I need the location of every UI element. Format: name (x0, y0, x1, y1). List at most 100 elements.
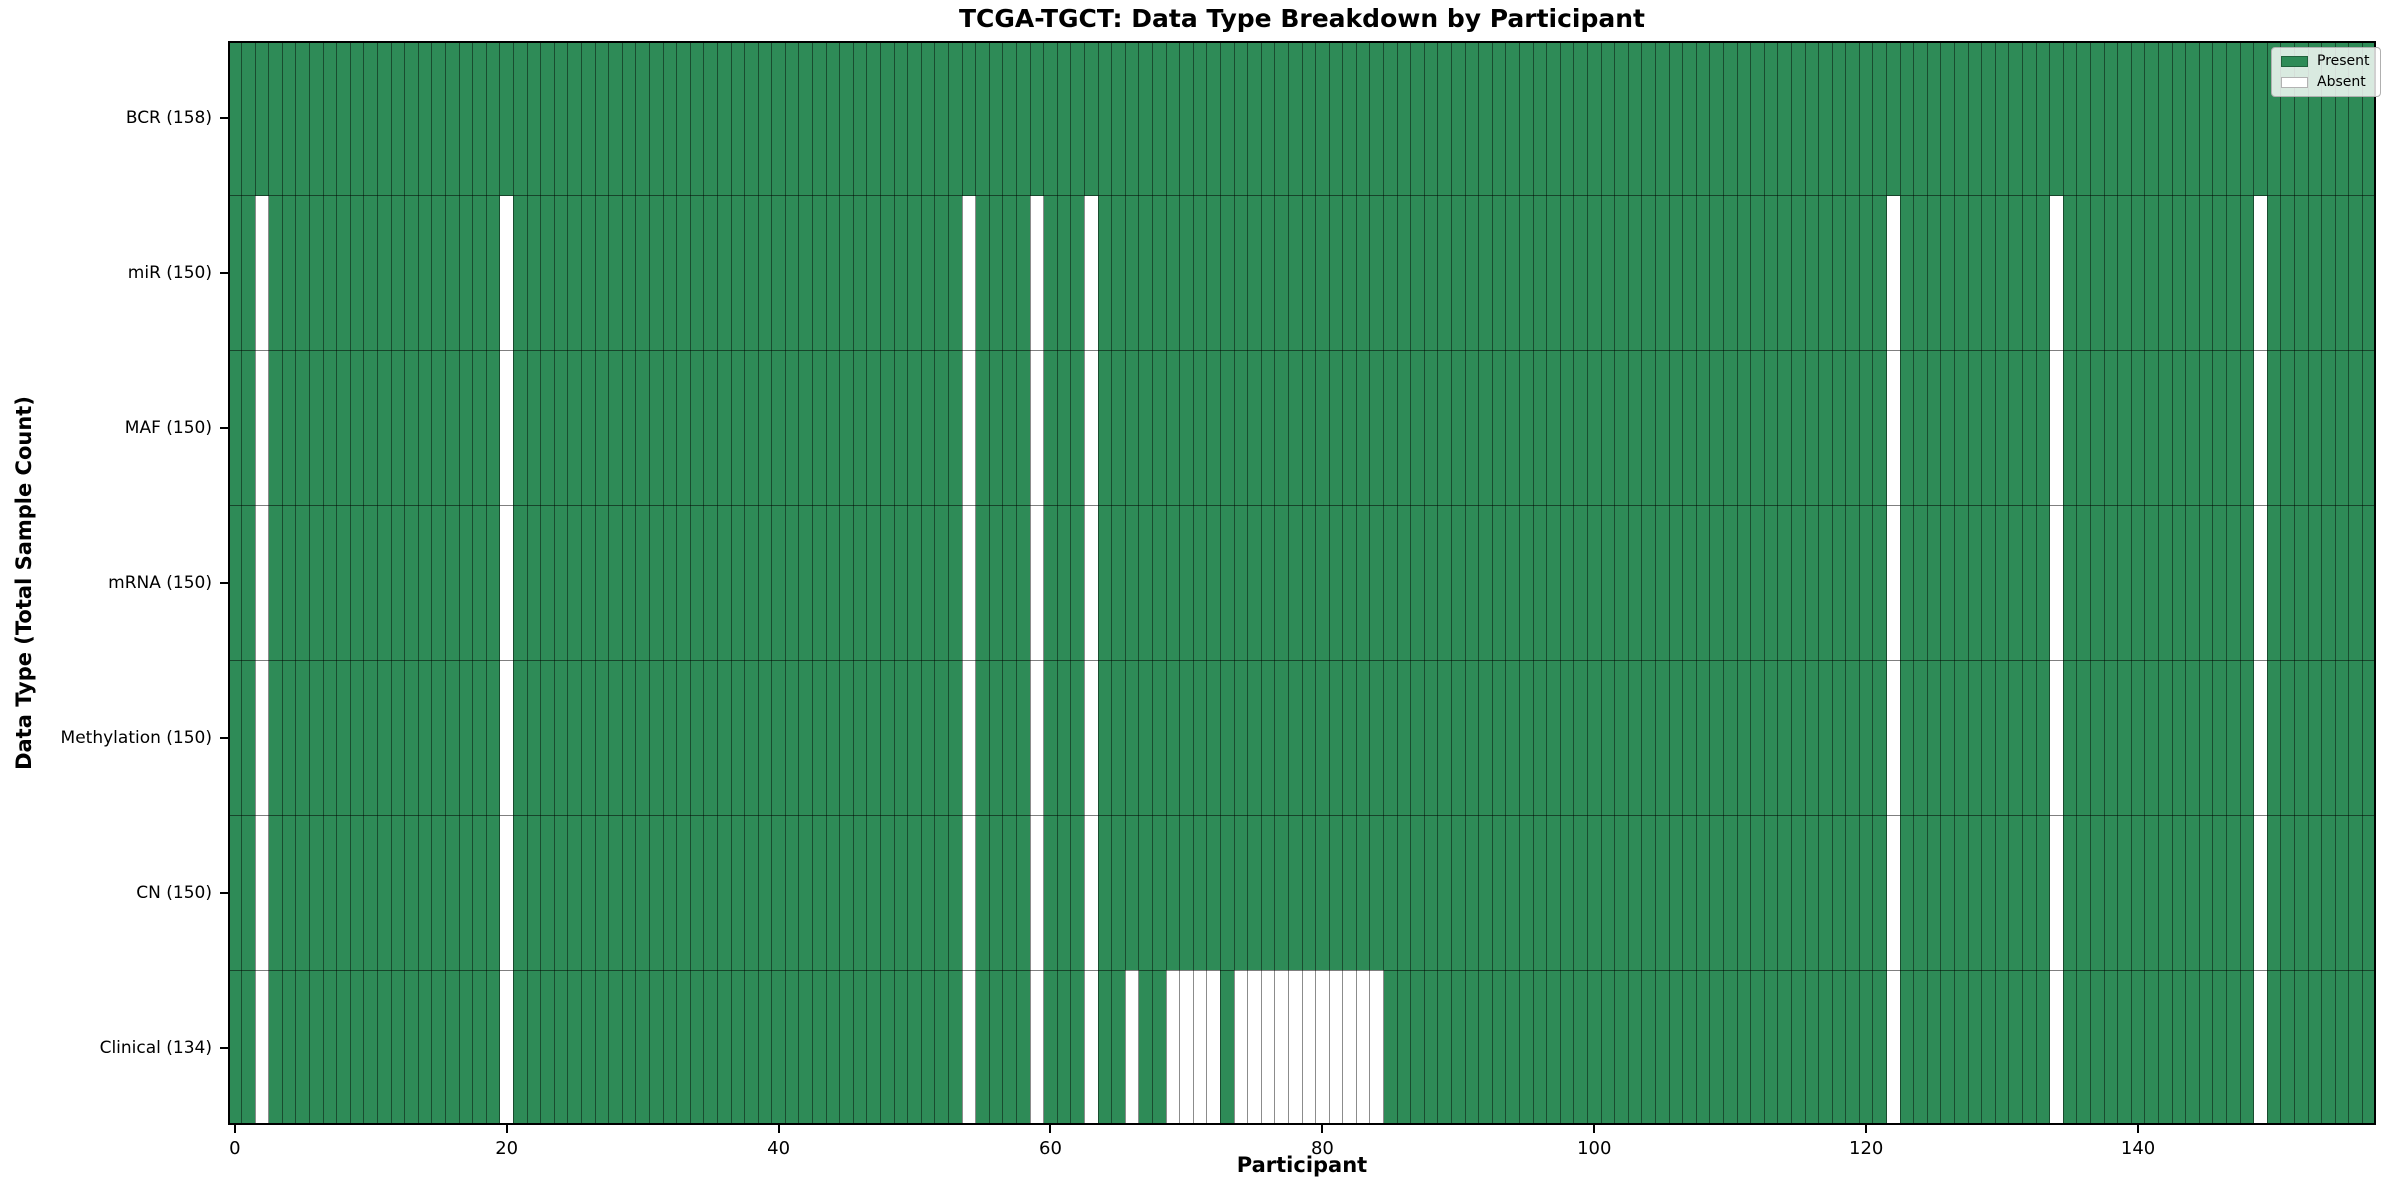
cell-edge-line (1043, 41, 1045, 1125)
x-tick-label: 60 (1039, 1138, 1062, 1159)
plot-area (228, 41, 2376, 1125)
absent-cell (1302, 970, 1316, 1125)
row-divider-line (228, 505, 2376, 507)
y-tick-mark (220, 427, 228, 430)
cell-edge-line (1233, 41, 1235, 1125)
absent-cell (1261, 970, 1275, 1125)
cell-edge-line (1573, 41, 1575, 1125)
cell-edge-line (336, 41, 338, 1125)
cell-edge-line (2130, 41, 2132, 1125)
cell-edge-line (1410, 41, 1412, 1125)
x-axis-label: Participant (1236, 1153, 1368, 1177)
absent-cell (1030, 660, 1044, 816)
cell-edge-line (662, 41, 664, 1125)
cell-edge-line (1600, 41, 1602, 1125)
cell-edge-line (1274, 41, 1276, 1125)
cell-edge-line (716, 41, 718, 1125)
cell-edge-line (2361, 41, 2363, 1125)
cell-edge-line (1260, 41, 1262, 1125)
y-tick-label: CN (150) (136, 882, 212, 903)
absent-swatch-icon (2281, 76, 2308, 88)
cell-edge-line (1301, 41, 1303, 1125)
cell-edge-line (526, 41, 528, 1125)
absent-cell (1288, 970, 1302, 1125)
y-tick-label: Clinical (134) (99, 1037, 212, 1058)
cell-edge-line (1682, 41, 1684, 1125)
absent-cell (1886, 505, 1901, 661)
absent-cell (2253, 970, 2268, 1125)
x-tick-label: 80 (1310, 1138, 1334, 1159)
cell-edge-line (2076, 41, 2078, 1125)
cell-edge-line (1328, 41, 1330, 1125)
absent-cell (1030, 350, 1044, 506)
absent-cell (1206, 970, 1221, 1125)
absent-cell (1030, 815, 1044, 971)
cell-edge-line (309, 41, 311, 1125)
cell-edge-line (1913, 41, 1915, 1125)
cell-edge-line (1994, 41, 1996, 1125)
cell-edge-line (2280, 41, 2282, 1125)
cell-edge-line (1586, 41, 1588, 1125)
cell-edge-line (1519, 41, 1521, 1125)
cell-edge-line (1872, 41, 1874, 1125)
cell-edge-line (771, 41, 773, 1125)
cell-edge-line (1899, 41, 1901, 1125)
cell-edge-line (1940, 41, 1942, 1125)
absent-cell (2253, 815, 2268, 971)
x-tick-label: 100 (1577, 1138, 1612, 1159)
absent-cell (255, 350, 269, 506)
y-tick-mark (220, 1046, 228, 1049)
x-tick-label: 0 (229, 1138, 241, 1159)
cell-edge-line (703, 41, 705, 1125)
cell-edge-line (1097, 41, 1099, 1125)
cell-edge-line (1451, 41, 1453, 1125)
cell-edge-line (2253, 41, 2255, 1125)
legend-label-present: Present (2317, 53, 2370, 69)
cell-edge-line (1124, 41, 1126, 1125)
cell-edge-line (1804, 41, 1806, 1125)
cell-edge-line (1029, 41, 1031, 1125)
y-tick-mark (220, 582, 228, 584)
cell-edge-line (934, 41, 936, 1125)
legend-label-absent: Absent (2317, 74, 2366, 90)
cell-edge-line (2062, 41, 2064, 1125)
cell-edge-line (2022, 41, 2024, 1125)
chart-title: TCGA-TGCT: Data Type Breakdown by Partic… (958, 4, 1646, 33)
y-tick-label: miR (150) (127, 263, 212, 284)
absent-cell (1234, 970, 1248, 1125)
y-tick-label: Methylation (150) (60, 727, 212, 748)
cell-edge-line (580, 41, 582, 1125)
absent-cell (2049, 970, 2064, 1125)
cell-edge-line (1858, 41, 1860, 1125)
y-tick-label: mRNA (150) (108, 573, 212, 593)
cell-edge-line (988, 41, 990, 1125)
x-tick-mark (505, 1125, 508, 1133)
cell-edge-line (1355, 41, 1357, 1125)
cell-edge-line (1423, 41, 1425, 1125)
cell-edge-line (1722, 41, 1724, 1125)
cell-edge-line (295, 41, 297, 1125)
absent-cell (1274, 970, 1289, 1125)
cell-edge-line (1790, 41, 1792, 1125)
cell-edge-line (417, 41, 419, 1125)
cell-edge-line (1967, 41, 1969, 1125)
y-tick-label: BCR (158) (125, 108, 212, 129)
absent-cell (962, 815, 976, 971)
cell-edge-line (1627, 41, 1629, 1125)
cell-edge-line (1750, 41, 1752, 1125)
legend-item-present: Present (2281, 54, 2370, 68)
absent-cell (1084, 505, 1099, 661)
cell-edge-line (798, 41, 800, 1125)
cell-edge-line (1709, 41, 1711, 1125)
cell-edge-line (1396, 41, 1398, 1125)
cell-edge-line (1111, 41, 1113, 1125)
absent-cell (499, 815, 514, 971)
cell-edge-line (1247, 41, 1249, 1125)
y-tick-mark (220, 272, 228, 275)
cell-edge-line (2144, 41, 2146, 1125)
cell-edge-line (431, 41, 433, 1125)
cell-edge-line (975, 41, 977, 1125)
absent-cell (1084, 350, 1099, 506)
cell-edge-line (2266, 41, 2268, 1125)
cell-edge-line (553, 41, 555, 1125)
